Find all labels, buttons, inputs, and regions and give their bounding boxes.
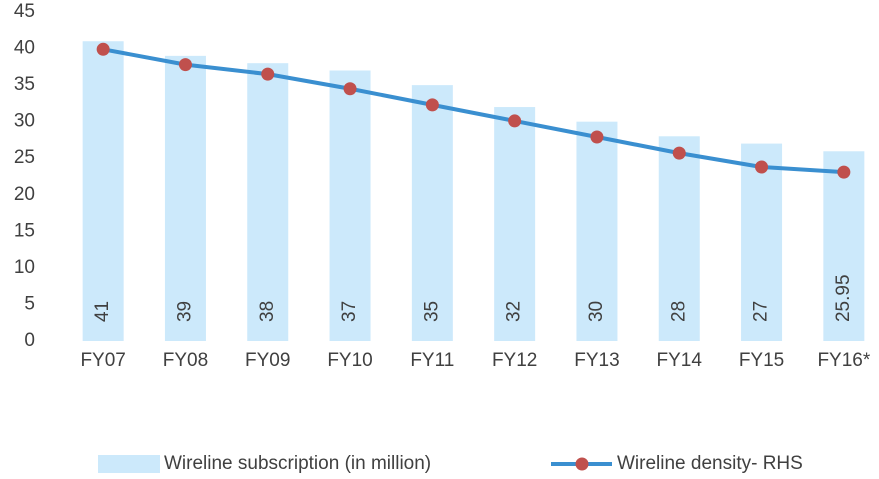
data-label: 28	[668, 301, 689, 322]
x-tick-label: FY07	[80, 350, 125, 371]
bar	[823, 151, 865, 341]
y-tick-label: 40	[14, 38, 35, 59]
x-tick-label: FY16*	[817, 350, 870, 371]
x-tick-label: FY12	[492, 350, 537, 371]
marker	[755, 160, 769, 174]
data-label: 39	[174, 301, 195, 322]
x-tick-label: FY10	[327, 350, 372, 371]
bar	[247, 63, 289, 342]
y-tick-label: 10	[14, 257, 35, 278]
marker	[590, 130, 604, 144]
data-label: 41	[92, 301, 113, 322]
bar	[329, 70, 371, 341]
bar	[411, 85, 453, 341]
legend-label: Wireline density- RHS	[617, 453, 803, 474]
bar	[164, 55, 206, 341]
data-label: 38	[257, 301, 278, 322]
x-tick-label: FY15	[739, 350, 784, 371]
marker	[96, 42, 110, 56]
marker	[508, 114, 522, 128]
marker	[837, 165, 851, 179]
marker	[178, 58, 192, 72]
bar	[82, 41, 124, 341]
legend-marker	[575, 457, 589, 471]
legend-label: Wireline subscription (in million)	[164, 453, 431, 474]
y-tick-label: 45	[14, 1, 35, 22]
x-tick-label: FY09	[245, 350, 290, 371]
data-label: 27	[751, 301, 772, 322]
bar	[494, 107, 536, 342]
data-label: 30	[586, 301, 607, 322]
bar	[741, 143, 783, 341]
x-tick-label: FY08	[163, 350, 208, 371]
x-tick-label: FY11	[410, 350, 454, 371]
y-tick-label: 35	[14, 74, 35, 95]
data-label: 25.95	[833, 274, 854, 322]
marker	[261, 67, 275, 81]
y-tick-label: 0	[24, 330, 35, 351]
y-tick-label: 15	[14, 220, 35, 241]
data-label: 35	[421, 301, 442, 322]
x-tick-label: FY14	[657, 350, 703, 371]
bar	[658, 136, 700, 341]
legend-swatch	[98, 455, 160, 473]
bar	[576, 121, 618, 342]
y-tick-label: 25	[14, 147, 35, 168]
x-tick-label: FY13	[574, 350, 619, 371]
y-tick-label: 20	[14, 184, 35, 205]
marker	[672, 146, 686, 160]
data-label: 32	[504, 301, 525, 322]
marker	[425, 98, 439, 112]
data-label: 37	[339, 301, 360, 322]
marker	[343, 82, 357, 96]
line	[102, 47, 844, 175]
y-tick-label: 5	[24, 293, 35, 314]
y-tick-label: 30	[14, 111, 35, 132]
